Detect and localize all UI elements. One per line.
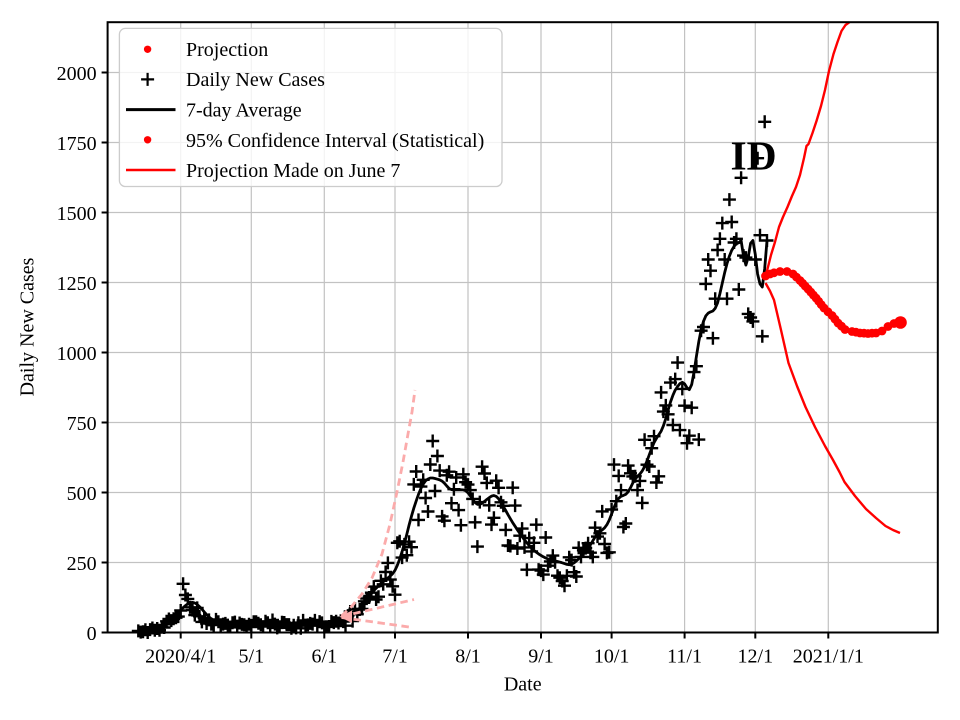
svg-text:8/1: 8/1 — [455, 646, 481, 668]
svg-text:1250: 1250 — [57, 273, 97, 295]
svg-text:2000: 2000 — [57, 63, 97, 85]
svg-text:Projection Made on June 7: Projection Made on June 7 — [186, 160, 400, 182]
svg-text:7-day Average: 7-day Average — [186, 100, 302, 122]
svg-text:10/1: 10/1 — [594, 646, 630, 668]
svg-text:Daily New Cases: Daily New Cases — [186, 69, 325, 91]
svg-text:Date: Date — [504, 673, 542, 695]
svg-text:95% Confidence Interval (Stati: 95% Confidence Interval (Statistical) — [186, 130, 484, 152]
svg-text:2021/1/1: 2021/1/1 — [793, 646, 864, 668]
svg-text:1500: 1500 — [57, 203, 97, 225]
svg-text:250: 250 — [67, 553, 97, 575]
svg-text:1750: 1750 — [57, 133, 97, 155]
svg-text:6/1: 6/1 — [312, 646, 338, 668]
svg-text:750: 750 — [67, 413, 97, 435]
svg-text:0: 0 — [87, 623, 97, 645]
svg-text:7/1: 7/1 — [382, 646, 408, 668]
svg-text:9/1: 9/1 — [528, 646, 554, 668]
svg-text:5/1: 5/1 — [239, 646, 265, 668]
svg-text:Projection: Projection — [186, 39, 268, 61]
svg-text:ID: ID — [731, 133, 777, 179]
svg-text:12/1: 12/1 — [738, 646, 774, 668]
svg-text:11/1: 11/1 — [667, 646, 702, 668]
svg-text:500: 500 — [67, 483, 97, 505]
svg-text:1000: 1000 — [57, 343, 97, 365]
svg-text:2020/4/1: 2020/4/1 — [145, 646, 216, 668]
svg-text:Daily New Cases: Daily New Cases — [17, 257, 39, 396]
